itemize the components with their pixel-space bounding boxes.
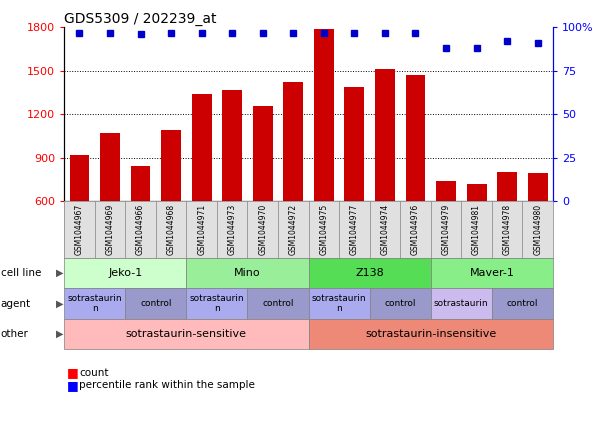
Text: GSM1044977: GSM1044977 — [350, 204, 359, 255]
Text: GSM1044968: GSM1044968 — [167, 204, 175, 255]
Bar — [406, 75, 425, 201]
Text: control: control — [384, 299, 416, 308]
Text: sotrastaurin: sotrastaurin — [434, 299, 489, 308]
Text: sotrastaurin
n: sotrastaurin n — [67, 294, 122, 313]
Text: sotrastaurin
n: sotrastaurin n — [312, 294, 367, 313]
Text: GSM1044973: GSM1044973 — [228, 204, 236, 255]
Text: Maver-1: Maver-1 — [469, 268, 514, 278]
Text: ▶: ▶ — [56, 299, 64, 309]
Text: GSM1044967: GSM1044967 — [75, 204, 84, 255]
Text: GSM1044972: GSM1044972 — [289, 204, 298, 255]
Text: GSM1044966: GSM1044966 — [136, 204, 145, 255]
Bar — [314, 29, 334, 201]
Text: GSM1044974: GSM1044974 — [381, 204, 389, 255]
Text: sotrastaurin
n: sotrastaurin n — [189, 294, 244, 313]
Text: Mino: Mino — [234, 268, 261, 278]
Text: agent: agent — [1, 299, 31, 309]
Bar — [497, 172, 517, 201]
Text: count: count — [79, 368, 109, 378]
Text: GSM1044981: GSM1044981 — [472, 204, 481, 255]
Text: GDS5309 / 202239_at: GDS5309 / 202239_at — [64, 12, 217, 27]
Bar — [131, 166, 150, 201]
Text: sotrastaurin-sensitive: sotrastaurin-sensitive — [126, 329, 247, 339]
Text: cell line: cell line — [1, 268, 41, 278]
Text: ■: ■ — [67, 366, 79, 379]
Bar — [467, 184, 486, 201]
Bar — [284, 82, 303, 201]
Bar — [345, 87, 364, 201]
Text: ▶: ▶ — [56, 268, 64, 278]
Bar — [70, 155, 89, 201]
Bar — [528, 173, 547, 201]
Text: GSM1044971: GSM1044971 — [197, 204, 206, 255]
Bar — [436, 181, 456, 201]
Text: GSM1044970: GSM1044970 — [258, 204, 267, 255]
Bar — [375, 69, 395, 201]
Text: GSM1044980: GSM1044980 — [533, 204, 542, 255]
Bar — [222, 90, 242, 201]
Text: Jeko-1: Jeko-1 — [108, 268, 142, 278]
Text: percentile rank within the sample: percentile rank within the sample — [79, 380, 255, 390]
Text: ■: ■ — [67, 379, 79, 392]
Text: Z138: Z138 — [355, 268, 384, 278]
Text: sotrastaurin-insensitive: sotrastaurin-insensitive — [365, 329, 496, 339]
Text: GSM1044976: GSM1044976 — [411, 204, 420, 255]
Bar — [192, 94, 211, 201]
Bar — [100, 133, 120, 201]
Text: ▶: ▶ — [56, 329, 64, 339]
Text: GSM1044975: GSM1044975 — [320, 204, 328, 255]
Text: control: control — [140, 299, 172, 308]
Text: GSM1044978: GSM1044978 — [503, 204, 511, 255]
Text: control: control — [262, 299, 294, 308]
Text: GSM1044969: GSM1044969 — [106, 204, 114, 255]
Bar — [253, 106, 273, 201]
Text: control: control — [507, 299, 538, 308]
Text: GSM1044979: GSM1044979 — [442, 204, 450, 255]
Bar — [161, 130, 181, 201]
Text: other: other — [1, 329, 29, 339]
